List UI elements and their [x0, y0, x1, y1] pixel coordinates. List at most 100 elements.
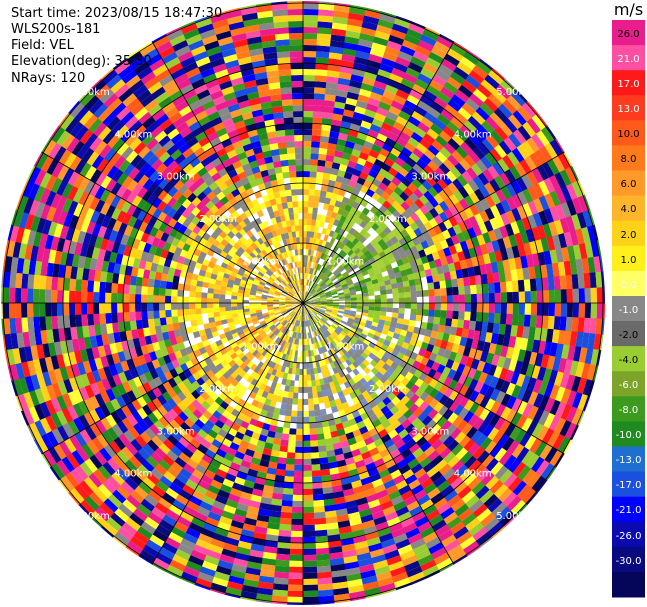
velocity-gate [472, 176, 485, 189]
velocity-gate [317, 15, 334, 23]
velocity-gate [559, 420, 572, 437]
velocity-gate [231, 306, 238, 311]
velocity-gate [563, 359, 573, 375]
velocity-gate [427, 282, 435, 291]
velocity-gate [323, 234, 329, 242]
velocity-gate [311, 289, 316, 295]
velocity-gate [332, 309, 339, 313]
velocity-gate [308, 416, 316, 423]
velocity-gate [320, 326, 326, 333]
velocity-gate [489, 178, 501, 193]
velocity-gate [339, 258, 346, 265]
velocity-gate [441, 174, 453, 187]
velocity-gate [361, 312, 369, 317]
velocity-gate [302, 476, 313, 484]
velocity-gate [323, 315, 329, 320]
velocity-gate [418, 194, 430, 206]
velocity-gate [426, 84, 441, 97]
velocity-gate [319, 220, 325, 228]
velocity-gate [316, 214, 322, 221]
velocity-gate [308, 261, 312, 268]
velocity-gate [302, 512, 315, 520]
velocity-gate [510, 412, 523, 427]
velocity-gate [459, 259, 468, 270]
velocity-gate [375, 272, 383, 279]
velocity-gate [495, 84, 512, 100]
velocity-gate [467, 329, 475, 340]
velocity-gate [571, 317, 579, 333]
velocity-gate [290, 536, 303, 543]
velocity-gate [446, 76, 463, 90]
velocity-gate [340, 320, 347, 325]
velocity-gate [474, 392, 485, 406]
velocity-gate [111, 312, 118, 324]
velocity-gate [559, 316, 567, 332]
velocity-gate [201, 292, 208, 298]
velocity-gate [448, 193, 460, 206]
velocity-gate [315, 57, 330, 65]
velocity-gate [340, 347, 348, 355]
velocity-gate [489, 461, 504, 476]
velocity-gate [488, 69, 505, 85]
velocity-gate [389, 73, 404, 84]
velocity-gate [348, 179, 357, 188]
velocity-gate [317, 439, 326, 447]
velocity-gate [503, 454, 517, 470]
velocity-gate [321, 317, 328, 322]
velocity-gate [543, 250, 552, 265]
velocity-gate [342, 237, 349, 245]
velocity-gate [351, 375, 360, 384]
velocity-gate [403, 313, 411, 321]
velocity-gate [549, 342, 558, 358]
velocity-gate [502, 334, 511, 348]
velocity-gate [387, 429, 399, 439]
velocity-gate [338, 71, 353, 81]
velocity-gate [413, 407, 424, 418]
velocity-gate [367, 378, 376, 388]
velocity-gate [123, 293, 130, 303]
velocity-gate [324, 261, 330, 268]
velocity-gate [438, 222, 448, 233]
velocity-gate [514, 256, 523, 270]
velocity-gate [351, 353, 359, 362]
velocity-gate [86, 302, 94, 315]
velocity-gate [189, 302, 196, 309]
velocity-gate [122, 302, 130, 313]
velocity-gate [463, 387, 475, 400]
velocity-gate [541, 428, 555, 445]
velocity-gate [475, 60, 493, 75]
velocity-gate [436, 265, 444, 275]
velocity-gate [563, 260, 572, 276]
velocity-gate [314, 226, 320, 233]
velocity-gate [420, 255, 429, 265]
velocity-gate [455, 327, 463, 337]
velocity-gate [544, 193, 556, 209]
velocity-gate [314, 263, 319, 270]
velocity-gate [429, 470, 443, 483]
velocity-gate [314, 306, 321, 310]
velocity-gate [355, 270, 362, 276]
velocity-gate [404, 225, 414, 235]
velocity-gate [548, 415, 561, 432]
velocity-gate [458, 84, 474, 99]
velocity-gate [395, 276, 403, 284]
velocity-gate [516, 177, 528, 192]
velocity-gate [509, 426, 522, 441]
velocity-gate [521, 140, 535, 157]
velocity-gate [410, 202, 420, 213]
velocity-gate [464, 303, 472, 313]
velocity-gate [373, 158, 385, 169]
velocity-gate [316, 433, 325, 441]
velocity-gate [362, 359, 370, 367]
velocity-gate [451, 234, 460, 246]
velocity-gate [177, 296, 184, 303]
velocity-gate [357, 38, 374, 49]
velocity-gate [420, 356, 430, 366]
velocity-gate [349, 261, 357, 268]
velocity-gate [566, 183, 578, 201]
velocity-gate [302, 530, 316, 538]
velocity-gate [330, 40, 345, 49]
velocity-gate [433, 41, 451, 54]
velocity-gate [357, 276, 365, 282]
velocity-gate [394, 424, 405, 435]
